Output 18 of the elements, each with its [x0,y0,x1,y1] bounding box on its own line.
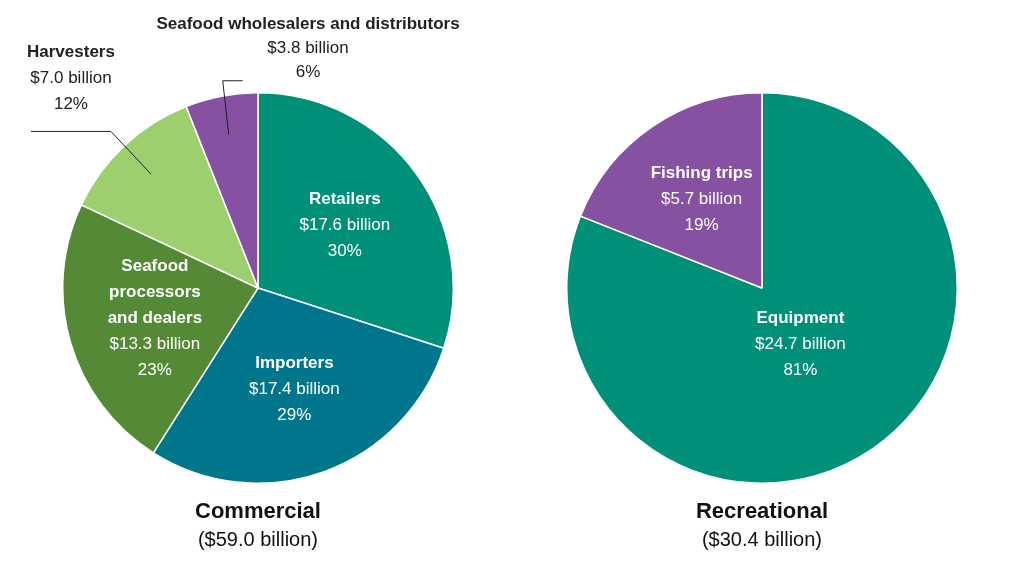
data-label: $13.3 billion 23% [109,333,201,379]
data-label: $17.4 billion 29% [249,378,340,424]
slice-label: Equipment [756,308,845,328]
data-label: $7.0 billion 12% [30,68,112,114]
slice-label: Harvesters [27,42,115,62]
slice-label: Retailers [308,188,381,208]
text: Commercial [194,498,322,524]
data-label: $17.6 billion 30% [299,214,391,260]
data-label: $24.7 billion 81% [755,334,846,380]
data-label: $5.7 billion 19% [661,188,743,234]
slice-label: Fishing trips [650,162,753,182]
text: ($30.4 billion) [700,528,824,551]
data-label: $3.8 billion 6% [267,38,349,82]
text: Recreational [694,498,830,524]
slice-label: Seafood processors and dealers [107,255,203,327]
slice-label: Importers [255,352,334,372]
slice-label: Seafood wholesalers and distributors [156,14,460,34]
text: ($59.0 billion) [196,528,320,551]
